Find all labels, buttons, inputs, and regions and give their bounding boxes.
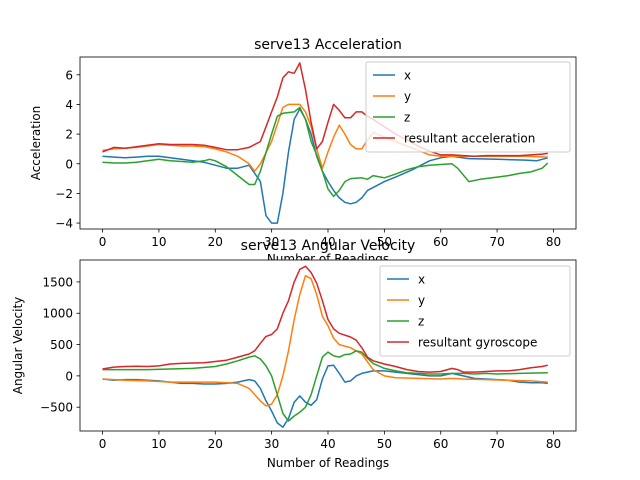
series-line-y (102, 274, 548, 407)
x-tick-label: 80 (546, 437, 561, 451)
series-line-resultant-gyroscope (102, 265, 548, 373)
legend: xyz resultant acceleration (365, 61, 571, 153)
y-tick-label: 0 (65, 157, 73, 171)
series-line-z (102, 106, 549, 198)
legend-entry: x (404, 69, 411, 83)
x-axis-label: Number of Readings (267, 456, 389, 470)
legend: xyz resultant gyroscope (379, 265, 571, 357)
x-tick-label: 10 (151, 437, 166, 451)
y-tick-label: 6 (65, 68, 73, 82)
x-tick-label: 20 (208, 437, 223, 451)
y-tick-label: −500 (40, 401, 73, 415)
chart-0: 0 10 20 30 40 50 60 70 80 −4 −2 0 2 4 6 serve13 Acceler… (29, 37, 577, 266)
chart-title: serve13 Angular Velocity (241, 238, 416, 254)
series-line-z (102, 350, 548, 422)
legend-entry: resultant gyroscope (418, 336, 537, 350)
x-tick-label: 20 (208, 235, 223, 249)
y-axis-label: Angular Velocity (11, 297, 25, 395)
legend-box (379, 265, 571, 357)
series-line-resultant-acceleration (102, 62, 548, 158)
chart-1: 0 10 20 30 40 50 60 70 80−500050010001500serve13… (11, 238, 577, 470)
x-tick-label: 40 (320, 437, 335, 451)
x-tick-label: 30 (264, 235, 279, 249)
x-tick-label: 30 (264, 437, 279, 451)
series-group (102, 62, 549, 224)
y-tick-label: 500 (50, 338, 73, 352)
x-tick-label: 0 (99, 235, 107, 249)
x-tick-label: 50 (377, 437, 392, 451)
y-axis-label: Acceleration (29, 106, 43, 181)
y-tick-label: −4 (55, 217, 73, 231)
x-tick-label: 80 (546, 235, 561, 249)
y-tick-label: 2 (65, 128, 73, 142)
x-tick-label: 50 (377, 235, 392, 249)
y-tick-label: 1000 (42, 307, 73, 321)
x-tick-label: 0 (99, 437, 107, 451)
legend-entry: z (418, 315, 424, 329)
legend-box (365, 61, 571, 153)
x-tick-label: 40 (320, 235, 335, 249)
chart-title: serve13 Acceleration (254, 37, 402, 53)
x-tick-label: 10 (151, 235, 166, 249)
x-tick-label: 60 (433, 235, 448, 249)
y-tick-label: 0 (65, 369, 73, 383)
x-tick-label: 70 (489, 235, 504, 249)
series-group (102, 265, 548, 428)
legend-entry: y (418, 294, 425, 308)
series-line-x (102, 364, 548, 428)
legend-entry: z (404, 111, 410, 125)
y-tick-label: 1500 (42, 275, 73, 289)
y-tick-label: −2 (55, 187, 73, 201)
legend-entry: x (418, 273, 425, 287)
x-tick-label: 70 (489, 437, 504, 451)
legend-entry: y (404, 90, 411, 104)
x-tick-label: 60 (433, 437, 448, 451)
legend-entry: resultant acceleration (404, 132, 535, 146)
y-tick-label: 4 (65, 98, 73, 112)
